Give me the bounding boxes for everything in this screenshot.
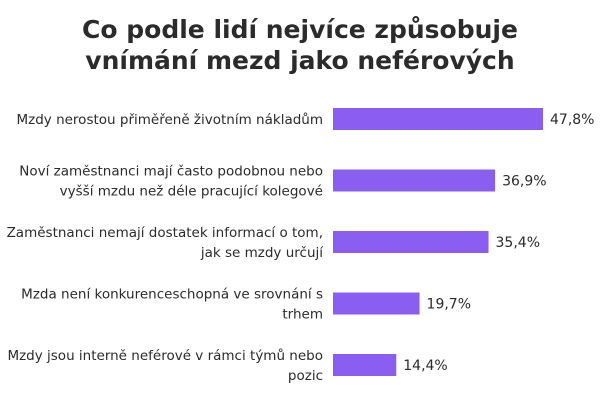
value-label: 36,9% [502, 174, 546, 190]
category-label-line: Zaměstnanci nemají dostatek informací o … [7, 225, 323, 241]
bar [333, 108, 543, 130]
category-label: Zaměstnanci nemají dostatek informací o … [7, 225, 325, 261]
category-label-line: Mzdy jsou interně neférové v rámci týmů … [7, 348, 323, 364]
category-label: Mzdy jsou interně neférové v rámci týmů … [7, 348, 323, 384]
chart-title-line-1: Co podle lidí nejvíce způsobuje [82, 15, 518, 44]
value-label: 19,7% [427, 297, 471, 313]
value-label: 47,8% [550, 112, 594, 128]
category-label-line: Mzdy nerostou přiměřeně životním nákladů… [16, 112, 323, 128]
bar [333, 292, 420, 315]
category-label: Mzda není konkurenceschopná ve srovnání … [21, 287, 323, 323]
category-label: Noví zaměstnanci mají často podobnou neb… [19, 164, 323, 200]
category-label-line: trhem [282, 307, 323, 323]
category-label-line: pozic [288, 368, 323, 384]
category-label-line: jak se mzdy určují [200, 245, 324, 261]
category-label-line: Noví zaměstnanci mají často podobnou neb… [19, 164, 323, 180]
bar [333, 231, 489, 253]
bar [333, 354, 397, 376]
chart-title: Co podle lidí nejvíce způsobuje vnímání … [0, 14, 600, 76]
category-label-line: Mzda není konkurenceschopná ve srovnání … [21, 287, 323, 303]
value-label: 35,4% [496, 235, 540, 251]
category-label: Mzdy nerostou přiměřeně životním nákladů… [16, 112, 323, 128]
bar [333, 169, 496, 192]
chart-title-line-2: vnímání mezd jako neférových [85, 46, 515, 75]
value-label: 14,4% [403, 358, 447, 374]
category-label-line: vyšší mzdu než déle pracující kolegové [60, 184, 323, 200]
